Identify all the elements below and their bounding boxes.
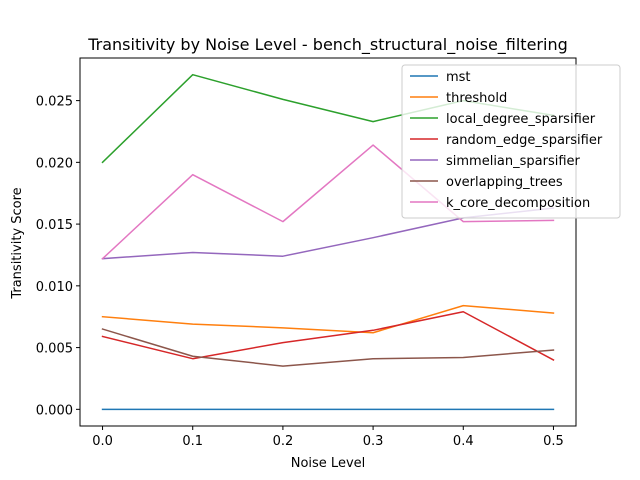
legend-label: overlapping_trees [446,175,563,190]
legend-label: local_degree_sparsifier [446,112,596,127]
y-tick-label: 0.005 [36,342,73,357]
y-tick-label: 0.010 [36,280,73,295]
series-line-random-edge-sparsifier [101,311,555,361]
y-tick-label: 0.025 [36,95,73,110]
legend-label: mst [446,70,471,85]
legend-label: simmelian_sparsifier [446,154,581,169]
x-tick-label: 0.0 [92,434,113,449]
y-tick-label: 0.015 [36,218,73,233]
legend-label: k_core_decomposition [446,196,590,211]
y-tick-label: 0.020 [36,156,73,171]
legend: mst threshold local_degree_sparsifierrando… [401,64,621,219]
x-tick-label: 0.2 [273,434,294,449]
series-line-overlapping-trees [101,328,555,367]
x-tick-label: 0.3 [363,434,384,449]
x-tick-label: 0.5 [543,434,564,449]
legend-label: random_edge_sparsifier [446,133,603,148]
series-line-k-core-decomposition [101,144,555,260]
y-axis-label: Transitivity Score [10,187,25,299]
legend-box [401,64,621,219]
y-tick-label: 0.000 [36,403,73,418]
x-axis: 0.0 0.1 0.2 0.3 0.4 0.5 [92,426,564,449]
x-axis-label: Noise Level [291,456,366,471]
plot-area [79,57,577,427]
series-line-threshold [101,304,555,334]
plot-frame [79,57,577,427]
x-tick-label: 0.1 [182,434,203,449]
y-axis: 0.000 0.005 0.010 0.015 0.020 0.025 [36,95,80,418]
x-tick-label: 0.4 [453,434,474,449]
legend-label: threshold [446,91,507,106]
chart-title: Transitivity by Noise Level - bench_stru… [87,35,568,55]
